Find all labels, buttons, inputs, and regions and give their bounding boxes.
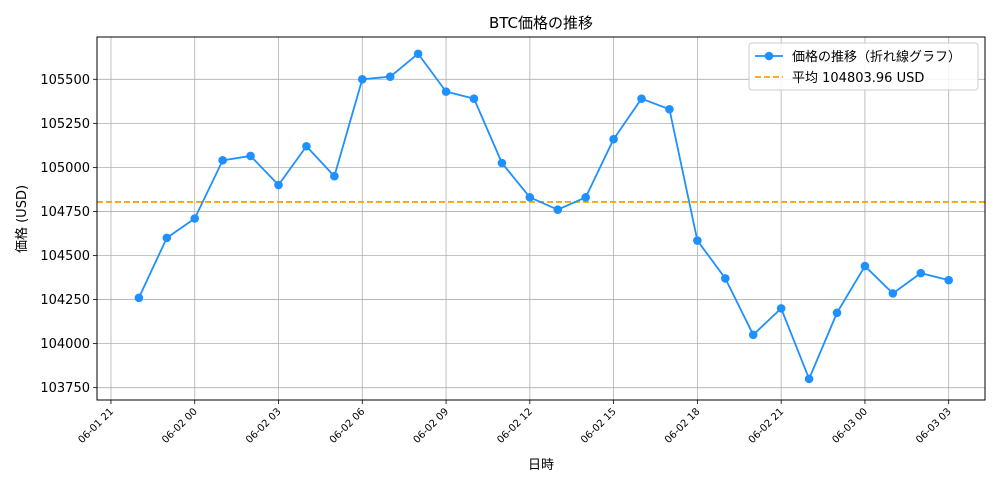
- legend-box: [748, 42, 979, 91]
- x-axis-label: 日時: [528, 458, 554, 473]
- y-tick-label: 104500: [40, 249, 90, 264]
- price-data-point: [413, 49, 423, 59]
- price-data-point: [553, 205, 563, 214]
- price-data-point: [776, 304, 786, 313]
- price-data-point: [609, 134, 618, 144]
- price-data-point: [832, 308, 842, 318]
- y-tick-label: 105000: [40, 161, 90, 176]
- price-data-point: [665, 104, 674, 114]
- y-tick-label: 104750: [40, 205, 90, 220]
- price-data-point: [944, 275, 953, 285]
- price-data-point: [860, 261, 870, 271]
- price-data-point: [246, 151, 255, 161]
- price-data-point: [497, 158, 507, 168]
- y-tick-label: 105250: [40, 117, 90, 132]
- y-axis-label: 価格 (USD): [14, 185, 30, 253]
- price-data-point: [525, 193, 535, 202]
- price-data-point: [330, 171, 339, 181]
- price-data-point: [441, 87, 451, 96]
- price-series-line: [138, 52, 949, 380]
- price-data-point: [385, 72, 395, 81]
- series-layer: [134, 49, 953, 384]
- chart-title: BTC価格の推移: [489, 14, 593, 32]
- price-data-point: [162, 233, 172, 243]
- price-data-point: [469, 94, 479, 103]
- y-tick-label: 105500: [40, 73, 90, 88]
- price-data-point: [888, 289, 898, 298]
- legend-marker-price: [764, 51, 774, 61]
- plot-frame: [96, 36, 986, 401]
- y-tick-label: 103750: [40, 381, 90, 396]
- price-data-point: [190, 214, 200, 223]
- price-data-point: [721, 274, 730, 283]
- price-data-point: [274, 180, 283, 190]
- legend-label-average: 平均 104803.96 USD: [792, 71, 924, 86]
- price-data-point: [693, 236, 702, 245]
- price-data-point: [134, 293, 144, 303]
- price-data-point: [637, 94, 646, 103]
- price-data-point: [916, 268, 926, 278]
- price-data-point: [357, 74, 367, 84]
- y-tick-label: 104000: [40, 337, 90, 352]
- price-data-point: [302, 141, 311, 151]
- price-data-point: [218, 156, 227, 165]
- legend-label-price: 価格の推移（折れ線グラフ）: [792, 49, 961, 65]
- price-data-point: [748, 330, 758, 340]
- y-axis-ticks: 103750 104000 104250 104500 104750 105000 1052…: [40, 73, 97, 396]
- price-data-point: [581, 193, 590, 202]
- y-tick-label: 104250: [40, 293, 90, 308]
- price-data-point: [804, 374, 814, 384]
- legend: 価格の推移（折れ線グラフ） 平均 104803.96 USD: [748, 42, 979, 91]
